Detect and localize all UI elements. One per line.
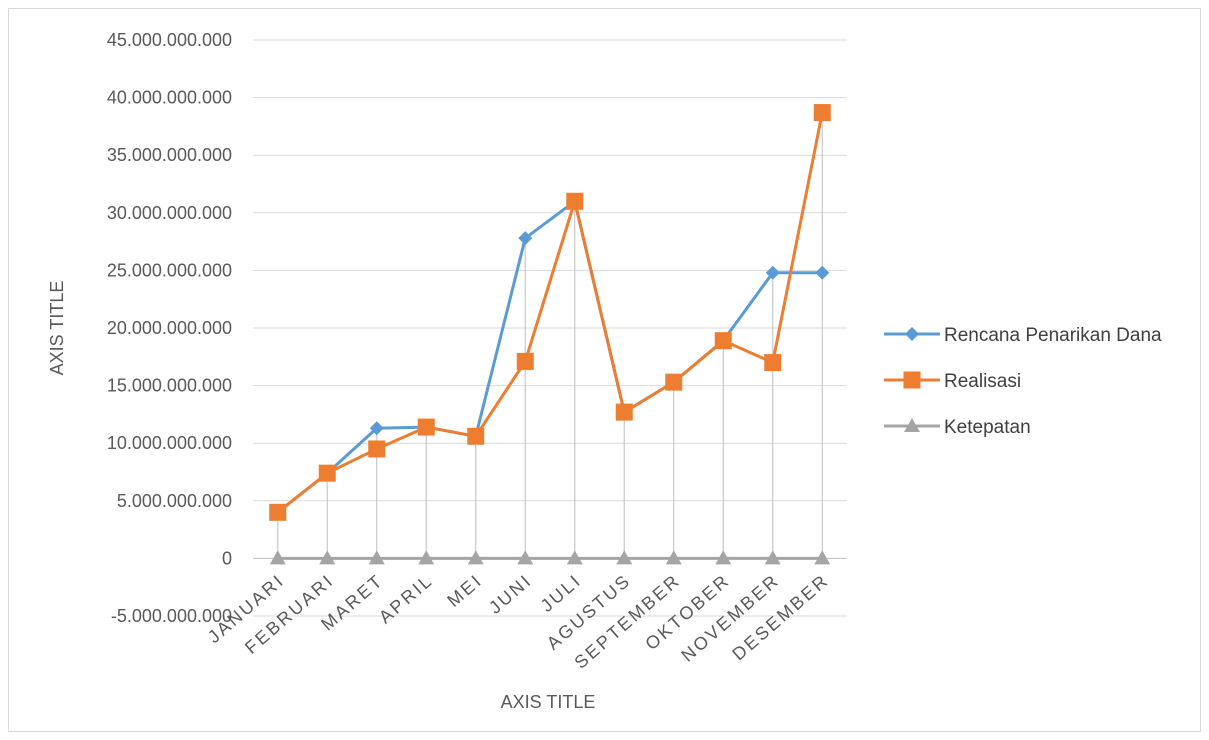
y-axis-title: AXIS TITLE <box>47 281 67 376</box>
data-point <box>665 373 683 391</box>
data-point <box>467 427 485 445</box>
y-tick-label: 30.000.000.000 <box>107 203 232 223</box>
data-point <box>665 550 682 565</box>
data-point <box>813 104 831 122</box>
legend-label: Realisasi <box>944 371 1021 392</box>
y-tick-label: 0 <box>222 548 232 568</box>
chart-border <box>8 8 1201 732</box>
y-tick-label: -5.000.000.000 <box>111 606 232 626</box>
legend-item: Rencana Penarikan Dana <box>884 325 1162 346</box>
y-tick-label: 40.000.000.000 <box>107 88 232 108</box>
y-tick-label: 15.000.000.000 <box>107 376 232 396</box>
data-point <box>566 192 584 210</box>
data-point <box>814 550 831 565</box>
series-layer <box>269 104 831 565</box>
y-tick-label: 5.000.000.000 <box>117 491 232 511</box>
data-point <box>368 440 386 458</box>
data-point <box>815 265 830 280</box>
data-point <box>764 550 781 565</box>
data-point <box>368 550 385 565</box>
legend-label: Rencana Penarikan Dana <box>944 325 1162 346</box>
legend-marker <box>905 327 919 341</box>
y-axis-ticks: 45.000.000.000 40.000.000.000 35.000.000.0… <box>107 30 232 626</box>
x-axis-title: AXIS TITLE <box>501 692 596 712</box>
y-tick-label: 35.000.000.000 <box>107 145 232 165</box>
data-point <box>369 421 384 436</box>
legend: Rencana Penarikan Dana Realisasi Ketepatan <box>884 325 1162 438</box>
data-point <box>319 550 336 565</box>
data-point <box>566 550 583 565</box>
data-point <box>516 352 534 370</box>
data-point <box>765 265 780 280</box>
data-point <box>715 550 732 565</box>
data-point <box>518 231 533 246</box>
legend-marker <box>904 418 920 432</box>
data-point <box>764 354 782 372</box>
legend-label: Ketepatan <box>944 417 1031 438</box>
data-point <box>467 550 484 565</box>
series-1 <box>269 104 831 521</box>
y-tick-label: 25.000.000.000 <box>107 260 232 280</box>
y-tick-label: 10.000.000.000 <box>107 433 232 453</box>
series-2 <box>269 550 831 565</box>
data-point <box>318 464 336 482</box>
data-point <box>615 403 633 421</box>
data-point <box>269 550 286 565</box>
y-tick-label: 45.000.000.000 <box>107 30 232 50</box>
legend-item: Realisasi <box>884 371 1021 392</box>
legend-item: Ketepatan <box>884 417 1031 438</box>
legend-marker <box>903 371 921 389</box>
series-line <box>276 199 823 514</box>
data-point <box>517 550 534 565</box>
data-point <box>418 550 435 565</box>
y-tick-label: 20.000.000.000 <box>107 318 232 338</box>
data-point <box>714 332 732 350</box>
data-point <box>269 503 287 521</box>
data-point <box>616 550 633 565</box>
data-point <box>417 418 435 436</box>
